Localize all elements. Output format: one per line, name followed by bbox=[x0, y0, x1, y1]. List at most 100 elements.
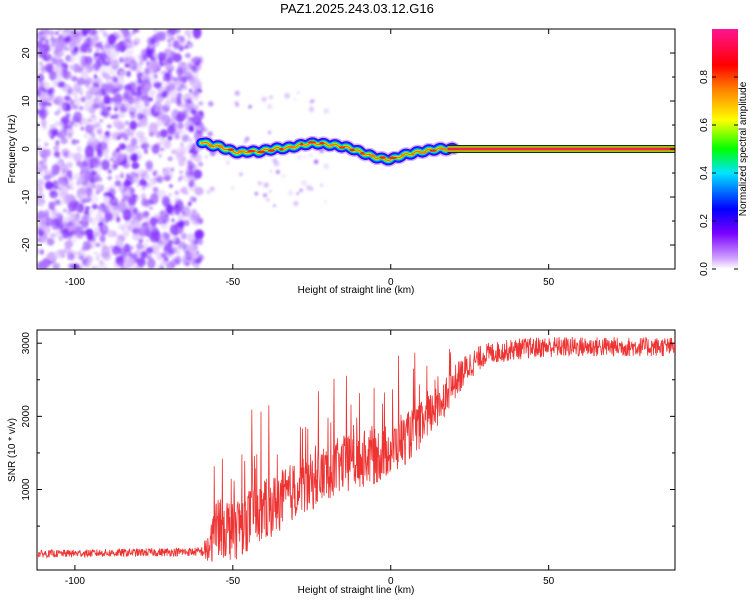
noise-blob bbox=[93, 74, 98, 80]
noise-blob bbox=[72, 91, 78, 97]
noise-blob bbox=[167, 170, 174, 179]
noise-blob bbox=[75, 226, 82, 234]
noise-blob bbox=[239, 172, 243, 177]
noise-blob bbox=[180, 61, 187, 67]
noise-blob bbox=[78, 172, 85, 179]
noise-blob bbox=[132, 232, 141, 241]
noise-blob bbox=[133, 264, 139, 269]
noise-blob bbox=[180, 84, 184, 88]
noise-blob bbox=[81, 214, 88, 222]
noise-blob bbox=[254, 191, 259, 196]
noise-blob bbox=[80, 194, 85, 200]
noise-blob bbox=[37, 108, 40, 115]
noise-blob bbox=[168, 43, 172, 48]
noise-blob bbox=[43, 29, 50, 35]
noise-blob bbox=[116, 147, 120, 151]
noise-blob bbox=[95, 256, 100, 261]
noise-blob bbox=[110, 97, 116, 102]
noise-blob bbox=[167, 156, 173, 162]
noise-blob bbox=[144, 199, 151, 208]
noise-blob bbox=[114, 106, 119, 112]
noise-blob bbox=[109, 132, 118, 141]
noise-blob bbox=[89, 125, 96, 131]
noise-blob bbox=[308, 106, 315, 113]
noise-blob bbox=[263, 182, 269, 188]
noise-blob bbox=[90, 85, 99, 94]
noise-blob bbox=[96, 128, 103, 135]
noise-blob bbox=[71, 75, 78, 82]
snr-panel: -100 -50 0 50 1000 2000 3000 Height of straigh… bbox=[7, 329, 676, 596]
noise-blob bbox=[115, 216, 121, 223]
signal-peak bbox=[439, 147, 447, 151]
noise-blob bbox=[163, 70, 167, 75]
noise-blob bbox=[115, 151, 125, 163]
noise-blob bbox=[52, 214, 57, 219]
noise-blob bbox=[195, 61, 200, 67]
noise-blob bbox=[79, 255, 84, 261]
noise-blob bbox=[45, 169, 52, 176]
noise-blob bbox=[107, 169, 112, 174]
noise-blob bbox=[92, 135, 96, 139]
noise-blob bbox=[58, 34, 64, 40]
noise-blob bbox=[183, 173, 192, 183]
noise-blob bbox=[47, 102, 52, 107]
signal-peak bbox=[217, 145, 224, 148]
noise-blob bbox=[153, 100, 163, 113]
noise-blob bbox=[50, 36, 56, 43]
noise-blob bbox=[37, 40, 45, 49]
noise-blob bbox=[44, 142, 49, 147]
noise-blob bbox=[114, 180, 121, 187]
noise-blob bbox=[296, 191, 300, 195]
noise-blob bbox=[149, 216, 158, 227]
noise-blob bbox=[161, 90, 168, 98]
noise-blob bbox=[57, 29, 62, 32]
signal-peak bbox=[237, 150, 245, 153]
noise-blob bbox=[136, 211, 145, 220]
noise-blob bbox=[141, 95, 151, 103]
noise-blob bbox=[91, 183, 96, 189]
noise-blob bbox=[156, 31, 164, 41]
noise-blob bbox=[132, 176, 140, 183]
noise-blob bbox=[55, 31, 59, 35]
noise-blob bbox=[59, 118, 68, 128]
noise-blob bbox=[146, 62, 153, 69]
noise-blob bbox=[109, 244, 114, 250]
noise-blob bbox=[143, 149, 149, 154]
noise-blob bbox=[37, 81, 41, 89]
noise-blob bbox=[144, 175, 149, 180]
signal-track bbox=[194, 135, 461, 167]
noise-blob bbox=[83, 105, 90, 113]
noise-blob bbox=[67, 132, 73, 139]
noise-blob bbox=[164, 82, 170, 87]
noise-blob bbox=[113, 87, 118, 93]
noise-blob bbox=[122, 209, 132, 222]
noise-blob bbox=[144, 101, 150, 107]
noise-blob bbox=[90, 218, 97, 226]
noise-blob bbox=[189, 196, 195, 203]
noise-blob bbox=[81, 231, 86, 236]
noise-blob bbox=[112, 250, 117, 256]
noise-blob bbox=[168, 239, 174, 246]
noise-blob bbox=[136, 182, 141, 188]
x-tick-label: 0 bbox=[388, 576, 394, 587]
noise-blob bbox=[48, 43, 57, 51]
noise-blob bbox=[303, 154, 307, 158]
noise-blob bbox=[129, 120, 138, 131]
noise-blob bbox=[39, 260, 49, 269]
noise-blob bbox=[48, 70, 57, 81]
noise-blob bbox=[181, 186, 188, 195]
noise-blob bbox=[145, 239, 150, 243]
noise-blob bbox=[148, 67, 155, 73]
noise-blob bbox=[268, 130, 272, 134]
noise-blob bbox=[37, 182, 43, 192]
noise-blob bbox=[193, 147, 198, 152]
noise-blob bbox=[180, 232, 188, 240]
signal-peak bbox=[388, 156, 397, 160]
y-tick-label: 2000 bbox=[21, 405, 32, 428]
colorbar-tick-label: 0.4 bbox=[699, 166, 710, 180]
noise-blob bbox=[193, 105, 200, 111]
noise-blob bbox=[37, 67, 41, 72]
noise-blob bbox=[101, 159, 110, 171]
noise-blob bbox=[65, 154, 70, 158]
colorbar-ticks: 0.0 0.2 0.4 0.6 0.8 bbox=[699, 70, 738, 276]
